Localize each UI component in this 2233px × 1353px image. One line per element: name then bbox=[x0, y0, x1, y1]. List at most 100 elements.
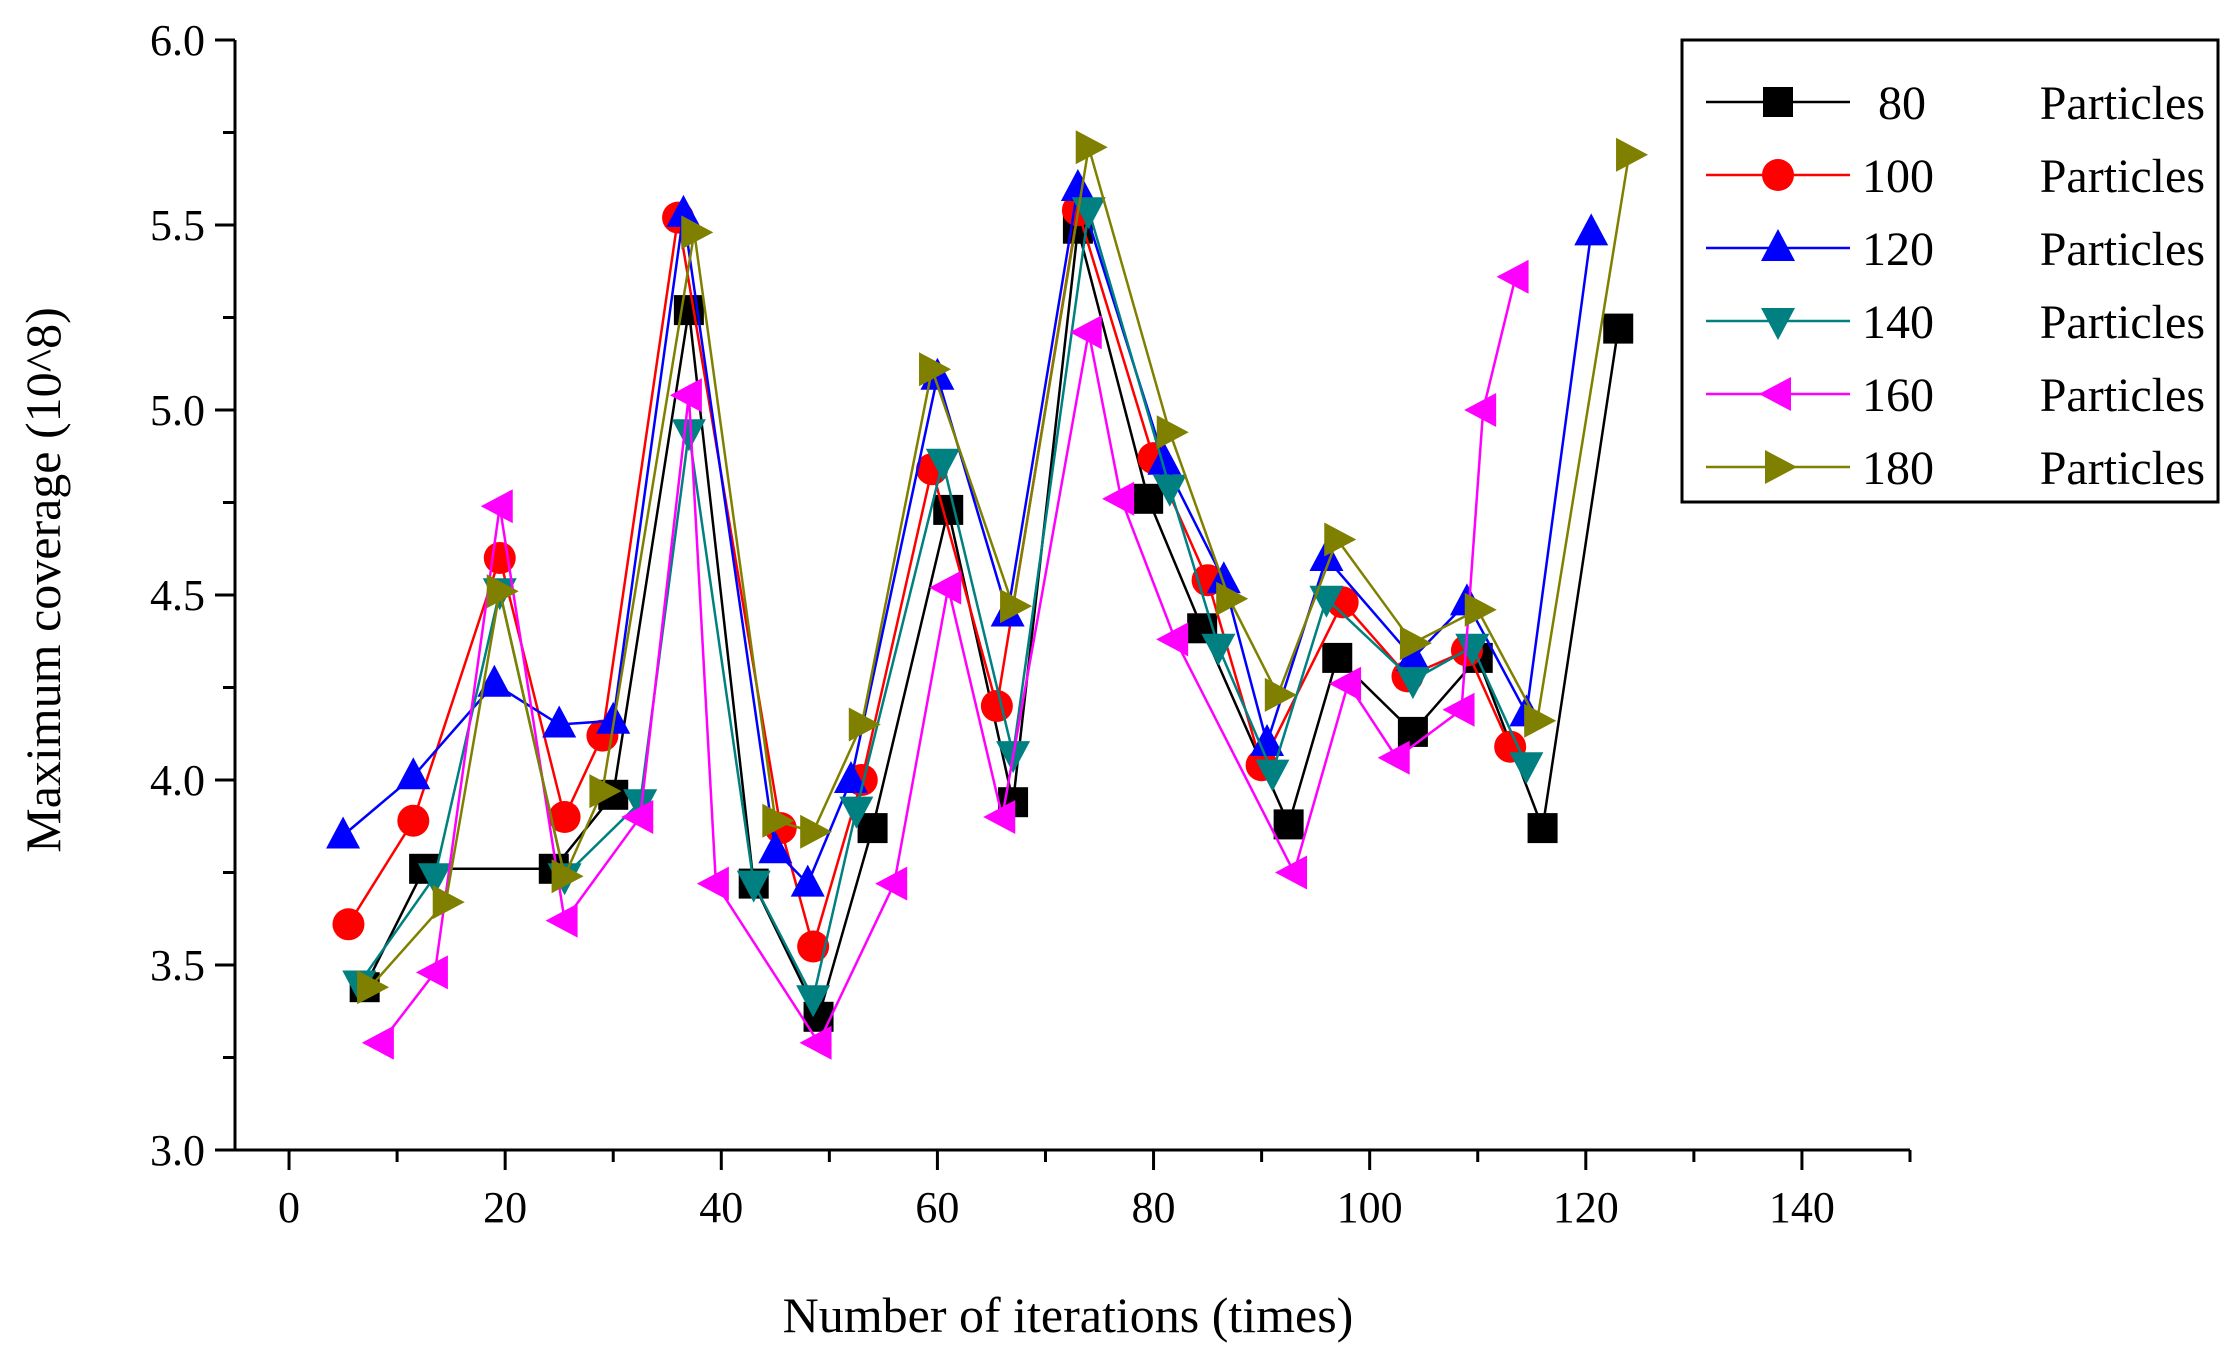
data-point-triangle-up bbox=[758, 831, 793, 864]
data-point-triangle-up bbox=[326, 816, 361, 849]
legend-count: 180 bbox=[1862, 442, 1934, 495]
data-point-square bbox=[1527, 813, 1558, 844]
data-point-triangle-left bbox=[1156, 622, 1189, 657]
data-point-square bbox=[1273, 809, 1304, 840]
data-point-triangle-down bbox=[796, 985, 831, 1018]
x-tick-label: 20 bbox=[483, 1183, 527, 1232]
data-point-triangle-left bbox=[415, 955, 448, 990]
data-point-triangle-up bbox=[790, 864, 825, 897]
data-point-circle bbox=[980, 690, 1013, 722]
legend-count: 100 bbox=[1862, 150, 1934, 203]
x-tick-label: 80 bbox=[1132, 1183, 1176, 1232]
data-point-square bbox=[1133, 483, 1164, 514]
data-point-triangle-up bbox=[1574, 213, 1609, 246]
data-point-triangle-down bbox=[925, 448, 960, 481]
data-point-triangle-right bbox=[1464, 592, 1497, 627]
legend-count: 140 bbox=[1862, 296, 1934, 349]
data-point-triangle-right bbox=[1075, 130, 1108, 165]
data-point-triangle-right bbox=[1324, 522, 1357, 557]
data-point-square bbox=[933, 494, 964, 525]
data-point-circle bbox=[548, 801, 581, 833]
legend-word: Particles bbox=[2040, 223, 2205, 276]
y-tick-label: 3.5 bbox=[150, 941, 205, 990]
data-point-triangle-left bbox=[1329, 666, 1362, 701]
data-point-triangle-right bbox=[551, 859, 584, 894]
data-point-triangle-up bbox=[477, 664, 512, 697]
legend-word: Particles bbox=[2040, 442, 2205, 495]
data-point-triangle-right bbox=[486, 574, 519, 609]
legend: 80 Particles 100 Particles 120 Particles 140 Pa… bbox=[1680, 38, 2220, 504]
data-point-triangle-up bbox=[1147, 442, 1182, 475]
data-point-triangle-left bbox=[799, 1025, 832, 1060]
data-point-triangle-up bbox=[396, 757, 431, 790]
data-point-triangle-right bbox=[1524, 703, 1557, 738]
data-point-triangle-left bbox=[875, 866, 908, 901]
data-point-circle bbox=[797, 930, 830, 963]
data-point-triangle-up bbox=[1761, 229, 1795, 261]
y-axis-title: Maximum coverage (10^8) bbox=[15, 307, 71, 853]
data-point-triangle-right bbox=[357, 970, 390, 1005]
series-80-particles bbox=[349, 213, 1634, 1032]
legend-item-140-particles: 140 Particles bbox=[1706, 296, 2205, 349]
data-point-circle bbox=[332, 908, 365, 941]
legend-item-120-particles: 120 Particles bbox=[1706, 223, 2205, 276]
series-120-particles bbox=[326, 169, 1609, 897]
x-tick-label: 0 bbox=[278, 1183, 300, 1232]
data-point-circle bbox=[483, 542, 516, 574]
series-line bbox=[379, 276, 1517, 1046]
data-point-triangle-left bbox=[1496, 259, 1529, 294]
data-point-triangle-right bbox=[848, 707, 881, 742]
y-tick-label: 4.0 bbox=[150, 756, 205, 805]
data-point-triangle-left bbox=[621, 800, 654, 834]
data-point-triangle-left bbox=[1377, 740, 1410, 775]
series-layer bbox=[326, 130, 1649, 1060]
data-point-triangle-down bbox=[1455, 633, 1490, 666]
data-point-triangle-up bbox=[1060, 169, 1095, 201]
data-point-triangle-right bbox=[1216, 581, 1249, 616]
data-point-triangle-down bbox=[1309, 585, 1344, 618]
legend-item-80-particles: 80 Particles bbox=[1706, 77, 2205, 130]
data-point-triangle-up bbox=[1206, 561, 1241, 594]
data-point-triangle-left bbox=[696, 866, 729, 901]
series-line bbox=[363, 228, 1620, 1021]
data-point-triangle-down bbox=[1255, 759, 1290, 792]
data-point-triangle-left bbox=[983, 800, 1016, 834]
data-point-triangle-down bbox=[623, 789, 658, 822]
data-point-square bbox=[1397, 716, 1428, 747]
data-point-triangle-left bbox=[1102, 481, 1135, 516]
data-point-square bbox=[1322, 642, 1353, 673]
data-point-triangle-down bbox=[671, 419, 706, 452]
data-point-triangle-right bbox=[1264, 677, 1297, 712]
legend-count: 80 bbox=[1878, 77, 1926, 130]
data-point-triangle-right bbox=[589, 774, 622, 809]
data-point-triangle-left bbox=[1275, 855, 1308, 890]
data-point-square bbox=[1763, 87, 1793, 117]
data-point-triangle-left bbox=[929, 570, 962, 605]
data-point-triangle-up bbox=[1250, 724, 1285, 756]
data-point-triangle-down bbox=[736, 870, 771, 903]
data-point-triangle-right bbox=[919, 352, 952, 387]
legend-item-180-particles: 180 Particles bbox=[1706, 442, 2205, 495]
data-point-triangle-up bbox=[666, 194, 701, 227]
data-point-triangle-left bbox=[1069, 315, 1102, 350]
x-tick-label: 40 bbox=[699, 1183, 743, 1232]
legend-count: 120 bbox=[1862, 223, 1934, 276]
data-point-circle bbox=[1762, 159, 1794, 191]
data-point-triangle-right bbox=[1765, 450, 1797, 484]
y-tick-label: 5.0 bbox=[150, 386, 205, 435]
y-tick-label: 3.0 bbox=[150, 1126, 205, 1175]
data-point-triangle-left bbox=[1442, 692, 1475, 727]
data-point-triangle-down bbox=[1509, 752, 1544, 785]
series-180-particles bbox=[357, 130, 1649, 1005]
data-point-triangle-up bbox=[1395, 638, 1430, 671]
x-tick-label: 120 bbox=[1553, 1183, 1619, 1232]
y-tick-labels: 3.0 3.5 4.0 4.5 5.0 5.5 6.0 bbox=[150, 16, 205, 1175]
legend-item-160-particles: 160 Particles bbox=[1706, 369, 2205, 422]
y-tick-label: 5.5 bbox=[150, 201, 205, 250]
data-point-triangle-up bbox=[542, 705, 577, 738]
x-axis-title: Number of iterations (times) bbox=[783, 1287, 1354, 1343]
data-point-triangle-left bbox=[545, 903, 578, 938]
data-point-triangle-right bbox=[1399, 626, 1432, 661]
data-point-triangle-down bbox=[839, 796, 874, 829]
